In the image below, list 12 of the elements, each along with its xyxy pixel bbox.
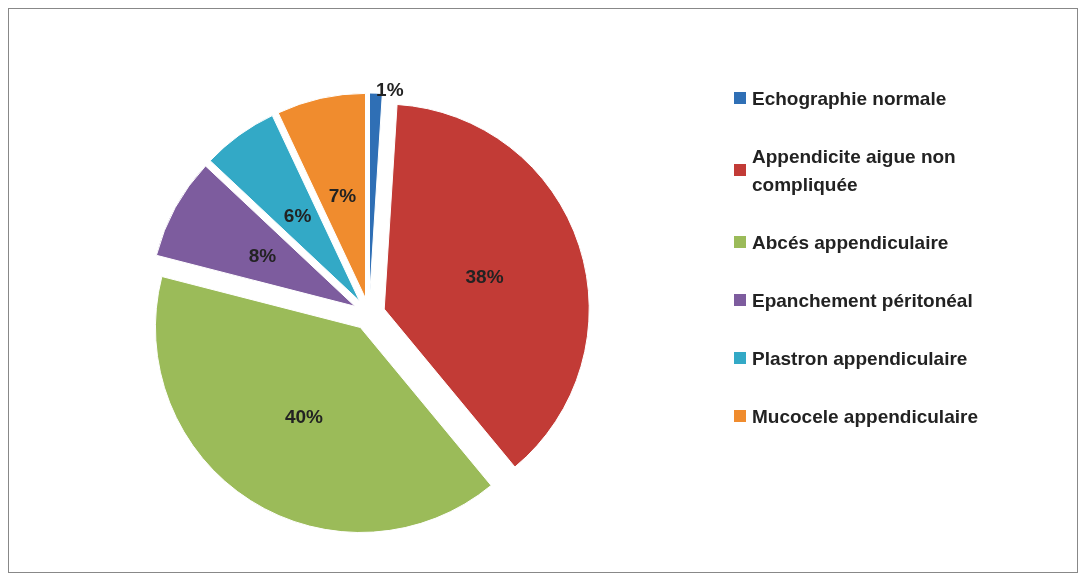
legend-label: Mucocele appendiculaire: [752, 405, 978, 427]
data-label: 7%: [328, 184, 357, 206]
data-label: 38%: [465, 265, 504, 287]
data-label: 8%: [248, 244, 277, 266]
data-label: 6%: [283, 205, 312, 227]
legend-label: Plastron appendiculaire: [752, 347, 968, 369]
legend-label: Echographie normale: [752, 87, 947, 109]
data-label: 1%: [376, 78, 404, 100]
data-label: 40%: [284, 406, 324, 428]
legend-label: Abcés appendiculaire: [752, 231, 949, 253]
legend-label: Appendicite aigue non compliquée: [752, 145, 962, 195]
legend-label: Epanchement péritonéal: [752, 289, 973, 311]
